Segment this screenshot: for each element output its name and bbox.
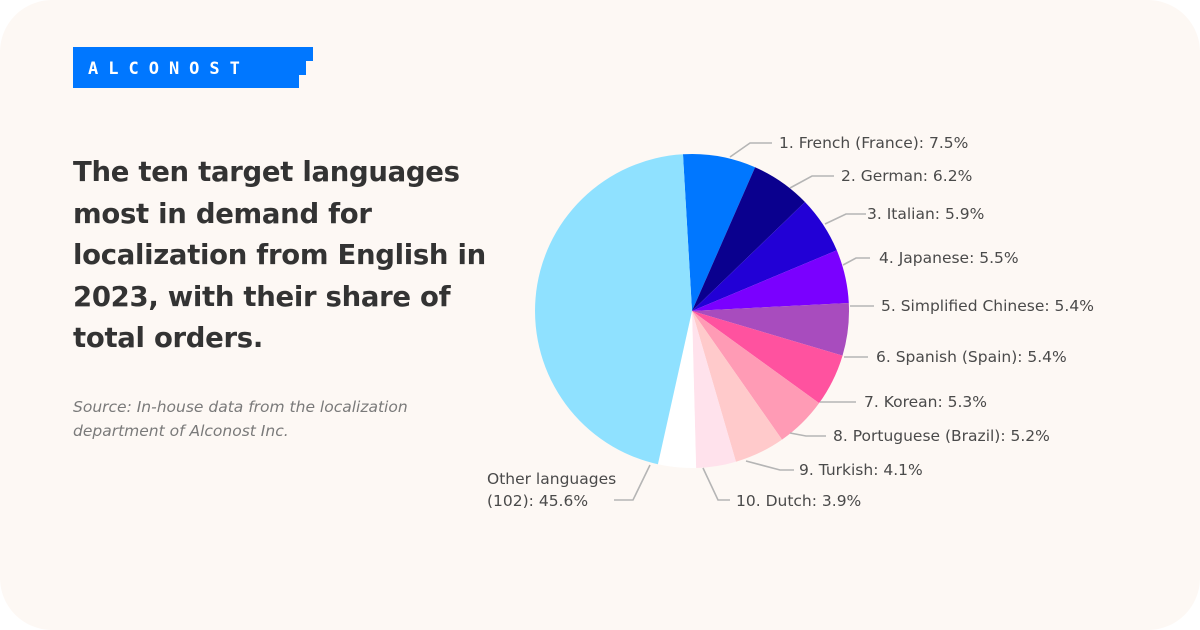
label-italian: 3. Italian: 5.9% (867, 205, 985, 223)
leader-line-other (614, 464, 651, 501)
pie-slice-other-languages-102 (535, 154, 692, 465)
alconost-logo: ALCONOST (73, 47, 313, 88)
label-other-line1: Other languages (487, 470, 617, 488)
page-title: The ten target languages most in demand … (73, 156, 486, 354)
leader-line-french (729, 142, 772, 158)
leader-line-dutch (702, 467, 730, 501)
label-turkish: 9. Turkish: 4.1% (799, 461, 923, 479)
pie-slice-turkish (692, 311, 736, 468)
label-japanese: 4. Japanese: 5.5% (879, 249, 1019, 267)
pie-slices (535, 153, 849, 469)
leader-line-turkish (745, 460, 794, 471)
label-portuguese: 8. Portuguese (Brazil): 5.2% (833, 427, 1050, 445)
source-note: Source: In-house data from the localizat… (73, 398, 408, 440)
leader-line-portuguese (789, 432, 826, 437)
leader-line-german (789, 175, 834, 189)
pie-slice-french-france (682, 153, 756, 311)
label-french: 1. French (France): 7.5% (779, 134, 969, 152)
pie-slice-simplified-chinese (692, 302, 849, 356)
pie-slice-italian (692, 201, 837, 311)
label-german: 2. German: 6.2% (841, 167, 973, 185)
pie-slice-dutch (657, 311, 697, 469)
leader-line-italian (824, 213, 866, 225)
pie-slice-spanish-spain (692, 311, 843, 404)
leader-line-japanese (842, 257, 870, 266)
leader-lines (614, 142, 874, 501)
label-simplified-chinese: 5. Simplified Chinese: 5.4% (881, 297, 1094, 315)
label-korean: 7. Korean: 5.3% (864, 393, 988, 411)
pie-slice-korean (692, 311, 820, 440)
pie-slice-japanese (692, 250, 849, 311)
label-dutch: 10. Dutch: 3.9% (736, 492, 862, 510)
label-other-line2: (102): 45.6% (487, 492, 589, 510)
pie-slice-german (692, 167, 805, 311)
label-spanish: 6. Spanish (Spain): 5.4% (876, 348, 1067, 366)
pie-slice-portuguese-brazil (692, 311, 783, 462)
logo-text: ALCONOST (88, 59, 250, 79)
